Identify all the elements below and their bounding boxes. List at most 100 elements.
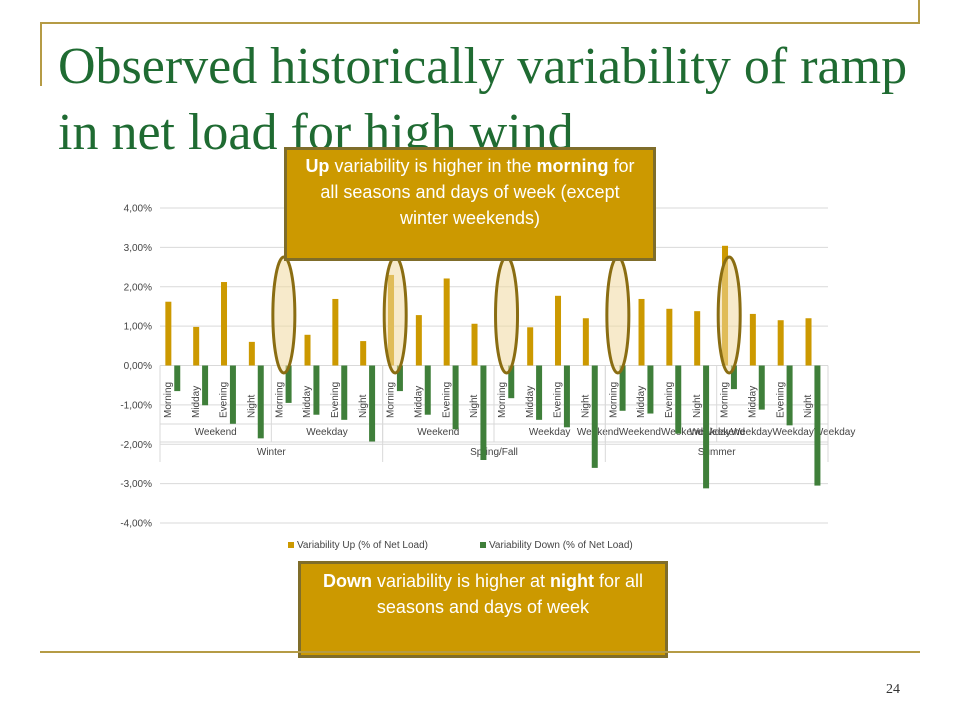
category-label: Morning: [274, 382, 285, 418]
category-label: Evening: [219, 382, 230, 418]
y-tick-label: 4,00%: [124, 204, 152, 215]
category-label: Midday: [191, 386, 202, 418]
day-group-label: Weekend: [417, 427, 459, 438]
highlight-ellipse: [382, 255, 408, 375]
bar-up: [638, 298, 645, 366]
bar-down: [536, 365, 543, 420]
bar-down: [174, 365, 181, 392]
bar-down: [369, 365, 376, 442]
up-callout-text-0: Up: [305, 156, 330, 176]
bar-down: [396, 365, 403, 392]
bar-up: [221, 282, 228, 366]
legend-label-up: Variability Up (% of Net Load): [297, 540, 428, 551]
y-tick-label: -4,00%: [120, 519, 152, 530]
day-group-label: Weekday: [529, 427, 571, 438]
bar-down: [619, 365, 626, 411]
down-callout-text-3: for all seasons and days of week: [376, 571, 644, 617]
bar-down: [758, 365, 765, 410]
category-label: Evening: [441, 382, 452, 418]
decorative-bottom-line: [40, 651, 920, 653]
category-label: Midday: [747, 386, 758, 418]
bar-up: [304, 334, 311, 366]
bar-down: [285, 365, 292, 403]
up-callout-text-1: variability is higher in the: [329, 156, 537, 176]
bar-up: [777, 320, 784, 366]
y-tick-label: 0,00%: [124, 361, 152, 372]
y-tick-label: 2,00%: [124, 282, 152, 293]
y-tick-label: -1,00%: [120, 400, 152, 411]
slide-title: Observed historically variability of ram…: [58, 38, 908, 161]
bar-down: [730, 365, 737, 390]
bar-up: [527, 327, 534, 366]
bar-up: [415, 315, 422, 366]
bar-down: [647, 365, 654, 414]
callout-down-variability: Down variability is higher at night for …: [298, 561, 668, 658]
bar-down: [508, 365, 515, 399]
legend-label-down: Variability Down (% of Net Load): [489, 540, 633, 551]
category-label: Midday: [636, 386, 647, 418]
bar-up: [165, 301, 172, 366]
down-callout-text-0: Down: [322, 571, 372, 591]
day-group-label: Weekend: [195, 427, 237, 438]
category-label: Morning: [163, 382, 174, 418]
down-callout-text-1: variability is higher at: [371, 571, 551, 591]
category-label: Night: [580, 394, 591, 418]
up-callout-text-3: for all seasons and days of week (except…: [320, 156, 635, 228]
bar-down: [814, 365, 821, 486]
highlight-ellipse: [605, 255, 631, 375]
down-callout-text-2: night: [550, 571, 595, 591]
bar-up: [193, 326, 200, 366]
category-label: Midday: [525, 386, 536, 418]
day-group-label: WeekdayWeekdayWeekdayWeekday: [689, 427, 855, 438]
y-tick-label: 3,00%: [124, 243, 152, 254]
category-label: Morning: [386, 382, 397, 418]
category-label: Night: [692, 394, 703, 418]
bar-down: [675, 365, 682, 434]
legend-swatch-up: [288, 542, 294, 548]
category-label: Midday: [413, 386, 424, 418]
category-label: Morning: [497, 382, 508, 418]
category-label: Evening: [330, 382, 341, 418]
day-group-label: WeekendWeekendWeekendWeekend: [577, 427, 745, 438]
category-label: Night: [246, 394, 257, 418]
bar-down: [257, 365, 264, 439]
bar-up: [555, 295, 562, 366]
category-label: Evening: [664, 382, 675, 418]
bar-down: [563, 365, 570, 428]
y-tick-label: -2,00%: [120, 440, 152, 451]
callout-up-variability: Up variability is higher in the morning …: [284, 147, 656, 261]
legend-swatch-down: [480, 542, 486, 548]
category-label: Night: [358, 394, 369, 418]
bar-down: [341, 365, 348, 420]
bar-up: [248, 341, 255, 366]
season-group-label: Spring/Fall: [470, 447, 518, 458]
season-group-label: Winter: [257, 447, 287, 458]
bar-up: [332, 298, 339, 366]
y-tick-label: -3,00%: [120, 479, 152, 490]
category-label: Morning: [720, 382, 731, 418]
category-label: Morning: [608, 382, 619, 418]
bar-up: [443, 278, 450, 366]
bar-down: [480, 365, 487, 460]
category-label: Midday: [302, 386, 313, 418]
bar-down: [202, 365, 209, 406]
bar-down: [591, 365, 598, 468]
bar-down: [786, 365, 793, 426]
decorative-vertical-line: [40, 22, 42, 86]
day-group-label: Weekday: [306, 427, 348, 438]
category-label: Night: [469, 394, 480, 418]
highlight-ellipse: [494, 255, 520, 375]
decorative-right-line: [918, 0, 920, 24]
bar-up: [471, 323, 478, 366]
highlight-ellipse: [271, 255, 297, 375]
page-number: 24: [886, 682, 900, 697]
bar-up: [582, 318, 589, 366]
category-label: Night: [803, 394, 814, 418]
category-label: Evening: [553, 382, 564, 418]
bar-down: [229, 365, 236, 424]
bar-up: [749, 313, 756, 366]
bar-up: [805, 318, 812, 366]
highlight-ellipse: [716, 255, 742, 375]
bar-up: [360, 341, 367, 366]
